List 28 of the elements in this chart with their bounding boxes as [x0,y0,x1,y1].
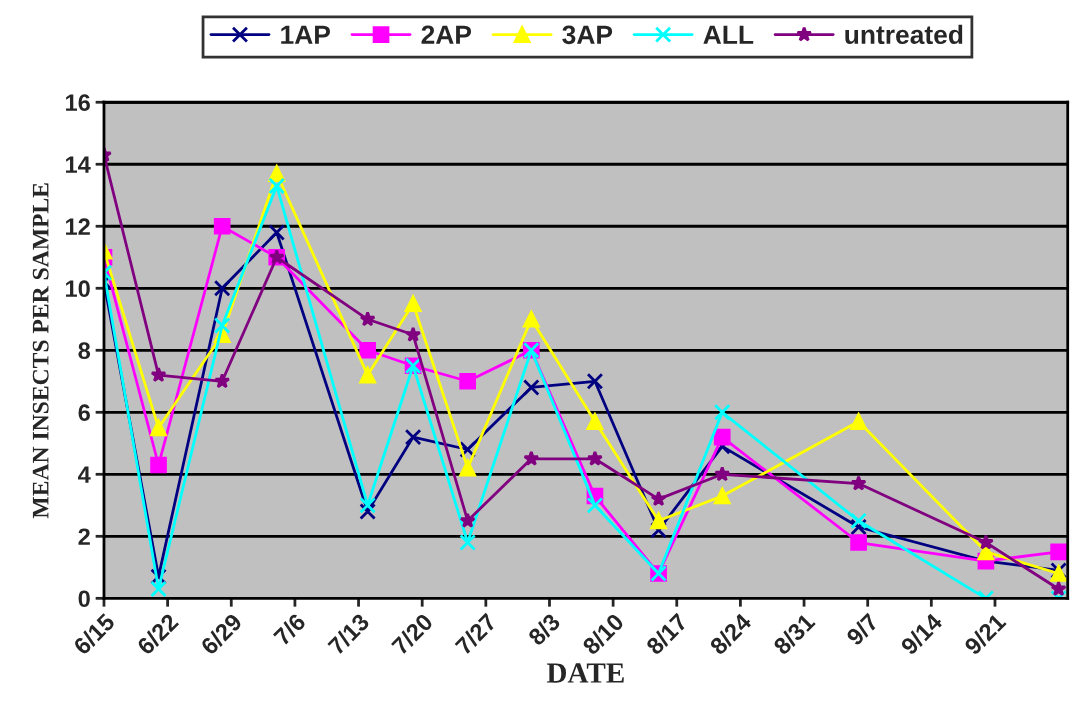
y-tick-label: 4 [78,466,91,483]
y-tick-label: 14 [66,156,91,173]
y-tick-label: 0 [78,590,90,608]
x-tick-label: 7/6 [272,612,307,647]
x-tick-label: 8/24 [708,611,753,656]
legend-label: ALL [703,25,754,44]
x-tick-label: 9/7 [845,612,880,647]
y-axis-title: MEAN INSECTS PER SAMPLE [32,183,49,519]
y-tick-label: 6 [78,404,90,422]
legend-label: 3AP [562,25,613,45]
x-tick-label: 7/20 [390,612,434,656]
y-tick-label: 8 [78,342,91,360]
x-tick-label: 9/14 [899,611,944,656]
legend-label: untreated [845,24,963,45]
x-tick-label: 8/3 [526,612,562,647]
y-tick-label: 16 [66,94,90,112]
x-tick-label: 6/22 [135,612,180,656]
x-tick-label: 9/21 [963,611,1007,656]
y-tick-label: 2 [78,528,90,545]
x-tick-label: 8/31 [772,611,817,656]
y-tick-label: 10 [66,280,90,298]
y-tick-label: 12 [66,218,90,235]
x-axis-title: DATE [546,663,624,683]
x-tick-label: 7/13 [326,612,371,656]
legend-label: 1AP [281,25,330,44]
x-tick-label: 8/10 [581,612,625,656]
legend-label: 2AP [421,25,472,44]
x-tick-label: 6/29 [199,612,244,656]
